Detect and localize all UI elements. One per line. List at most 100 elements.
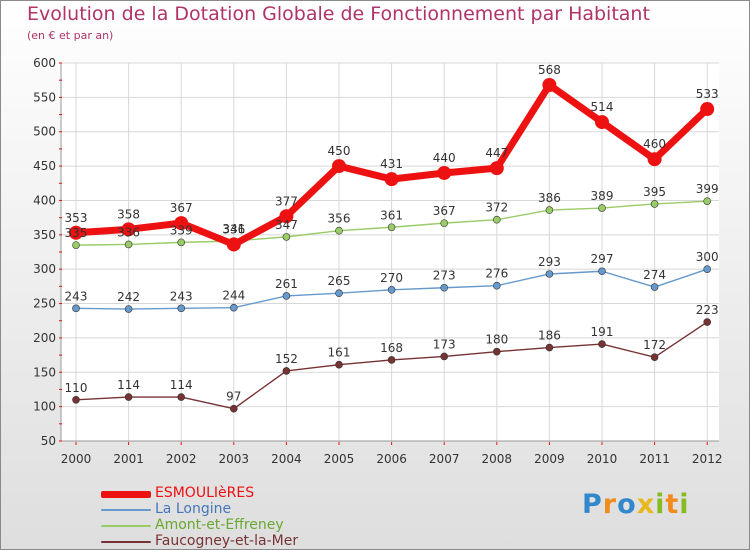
data-point [226,237,241,252]
x-tick-label: 2000 [61,452,92,466]
data-label: 386 [538,191,561,205]
logo-letter: r [602,489,618,520]
y-tick-label: 550 [33,90,56,104]
data-point [282,367,291,375]
data-point [279,209,294,224]
chart-title: Evolution de la Dotation Globale de Fonc… [27,3,650,25]
data-label: 168 [380,341,403,355]
data-point [121,222,136,237]
data-label: 336 [117,225,140,239]
data-label: 431 [380,157,403,171]
data-label: 114 [170,378,193,392]
data-label: 358 [117,207,140,221]
data-point [335,360,343,369]
data-label: 270 [380,271,403,285]
data-label: 293 [538,255,561,269]
data-label: 110 [65,381,88,395]
y-tick-label: 600 [33,56,56,70]
data-point [440,283,449,292]
data-label: 399 [696,182,719,196]
x-tick-label: 2010 [587,452,618,466]
data-point [489,161,504,176]
data-point [545,206,554,214]
data-label: 389 [591,189,614,203]
data-label: 341 [222,222,245,236]
data-label: 377 [275,194,298,208]
x-tick-label: 2012 [692,452,723,466]
data-point [647,152,662,167]
data-label: 568 [538,63,561,77]
data-point [598,204,606,212]
data-label: 447 [485,146,508,160]
y-tick-label: 350 [33,228,56,242]
data-label: 242 [117,290,140,304]
data-point [124,393,133,401]
data-point [545,270,554,278]
data-labels: 110 114 114 97 152 161 168 173 180 186 191 172 223 24… [65,63,719,404]
axes: 50 100 150 200 250 300 350 400 450 500 550 600 2000 2… [33,56,722,466]
data-label: 173 [433,337,456,351]
legend-swatch [101,509,151,511]
data-label: 243 [170,289,193,303]
data-point [332,159,346,174]
logo-letter: x [636,489,656,520]
data-label: 336 [222,222,245,236]
data-point [230,303,238,312]
data-label: 440 [433,151,456,165]
data-label: 297 [591,252,614,266]
data-point [335,289,343,298]
data-point [703,197,712,205]
data-label: 114 [117,378,140,392]
data-point [384,172,399,187]
data-point [440,352,449,361]
data-label: 367 [170,201,193,215]
x-tick-label: 2007 [429,452,460,466]
legend-label: Faucogney-et-la-Mer [155,533,299,549]
data-point [598,340,606,348]
legend-swatch [101,541,151,543]
data-label: 339 [170,223,193,237]
data-label: 347 [275,218,298,232]
data-label: 361 [380,208,403,222]
data-label: 261 [275,277,298,291]
data-label: 335 [65,226,88,240]
data-point [703,318,712,326]
x-tick-label: 2011 [639,452,670,466]
legend-label: ESMOULIèRES [155,485,255,501]
data-point [177,393,185,401]
data-label: 367 [433,204,456,218]
data-point [72,304,80,313]
data-label: 180 [485,333,508,347]
data-point [387,356,396,364]
data-point [650,200,659,208]
data-point [545,343,554,352]
y-tick-label: 450 [33,159,56,173]
data-label: 514 [591,100,614,114]
chart-subtitle: (en € et par an) [27,29,114,42]
y-tick-label: 300 [33,262,56,276]
data-label: 172 [643,338,666,352]
logo-letter: o [617,489,637,520]
data-label: 300 [696,250,719,264]
data-label: 243 [65,289,88,303]
data-point [124,305,133,313]
x-tick-label: 2009 [534,452,565,466]
data-point [542,77,557,92]
x-tick-label: 2006 [376,452,407,466]
data-label: 372 [485,201,508,215]
legend-label: La Longine [155,501,232,517]
legend-swatch [101,525,151,527]
data-point [492,281,501,290]
y-tick-label: 250 [33,297,56,311]
y-tick-label: 400 [33,193,56,207]
data-point [703,265,712,273]
data-point [174,216,189,231]
data-label: 395 [643,185,666,199]
data-label: 460 [643,137,666,151]
data-point [124,240,133,249]
x-tick-label: 2008 [482,452,513,466]
x-tick-label: 2002 [166,452,197,466]
data-label: 223 [696,303,719,317]
